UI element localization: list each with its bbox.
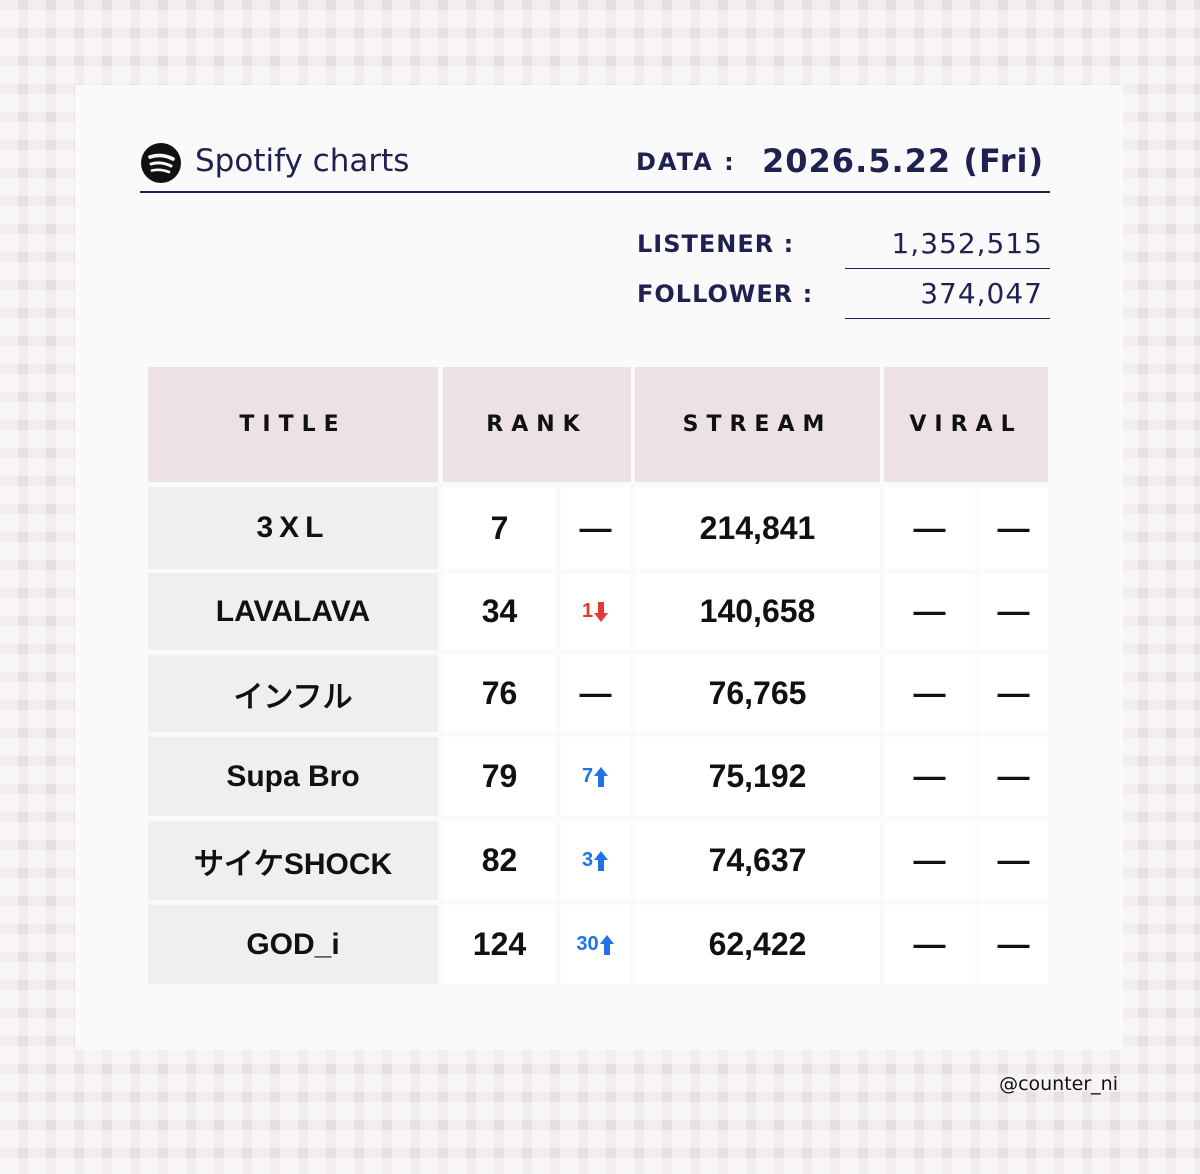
column-header: VIRAL — [884, 367, 1048, 482]
viral-cell: — — [979, 573, 1048, 650]
change-cell: 1 — [561, 573, 630, 650]
rank-cell: 79 — [443, 737, 556, 816]
change-cell: — — [561, 487, 630, 569]
change-cell: 3 — [561, 821, 630, 900]
change-cell: 30 — [561, 905, 630, 984]
title-cell: LAVALAVA — [148, 573, 438, 650]
change-cell: — — [561, 655, 630, 732]
title-cell: Supa Bro — [148, 737, 438, 816]
viral-cell: — — [979, 821, 1048, 900]
rank-cell: 82 — [443, 821, 556, 900]
trend-arrow — [594, 766, 609, 787]
rank-cell: 34 — [443, 573, 556, 650]
stat-label: FOLLOWER : — [637, 280, 814, 308]
rank-cell: 124 — [443, 905, 556, 984]
credit: @counter_ni — [999, 1073, 1118, 1095]
stream-cell: 214,841 — [635, 487, 880, 569]
change-value: — — [579, 675, 612, 711]
stream-cell: 76,765 — [635, 655, 880, 732]
stream-cell: 74,637 — [635, 821, 880, 900]
header-rule — [140, 191, 1050, 193]
title-cell: GOD_i — [148, 905, 438, 984]
change-value: 1 — [581, 600, 594, 622]
viral-cell: — — [884, 573, 975, 650]
date-label: DATA : — [636, 148, 736, 176]
viral-cell: — — [979, 487, 1048, 569]
change-value: — — [579, 509, 612, 546]
change-value: 30 — [576, 933, 599, 955]
stream-cell: 62,422 — [635, 905, 880, 984]
viral-cell: — — [979, 737, 1048, 816]
stream-cell: 140,658 — [635, 573, 880, 650]
stat-value: 1,352,515 — [891, 227, 1043, 260]
service-name: Spotify charts — [195, 143, 410, 179]
viral-cell: — — [884, 487, 975, 569]
title-cell: サイケSHOCK — [148, 821, 438, 900]
trend-arrow — [594, 850, 609, 871]
stat-line — [845, 268, 1050, 269]
viral-cell: — — [884, 821, 975, 900]
column-header: TITLE — [148, 367, 438, 482]
spotify-icon — [141, 143, 181, 183]
rank-cell: 7 — [443, 487, 556, 569]
stat-line — [845, 318, 1050, 319]
trend-arrow — [599, 934, 614, 955]
viral-cell: — — [979, 905, 1048, 984]
date: 2026.5.22 (Fri) — [762, 142, 1045, 180]
rank-cell: 76 — [443, 655, 556, 732]
column-header: STREAM — [635, 367, 880, 482]
viral-cell: — — [884, 655, 975, 732]
trend-arrow — [594, 601, 609, 622]
title-cell: 3XL — [148, 487, 438, 569]
viral-cell: — — [884, 737, 975, 816]
change-value: 3 — [581, 849, 594, 871]
stream-cell: 75,192 — [635, 737, 880, 816]
change-cell: 7 — [561, 737, 630, 816]
stat-value: 374,047 — [920, 277, 1043, 310]
change-value: 7 — [581, 765, 594, 787]
title-cell: インフル — [148, 655, 438, 732]
column-header: RANK — [443, 367, 631, 482]
viral-cell: — — [979, 655, 1048, 732]
stat-label: LISTENER : — [637, 230, 795, 258]
viral-cell: — — [884, 905, 975, 984]
